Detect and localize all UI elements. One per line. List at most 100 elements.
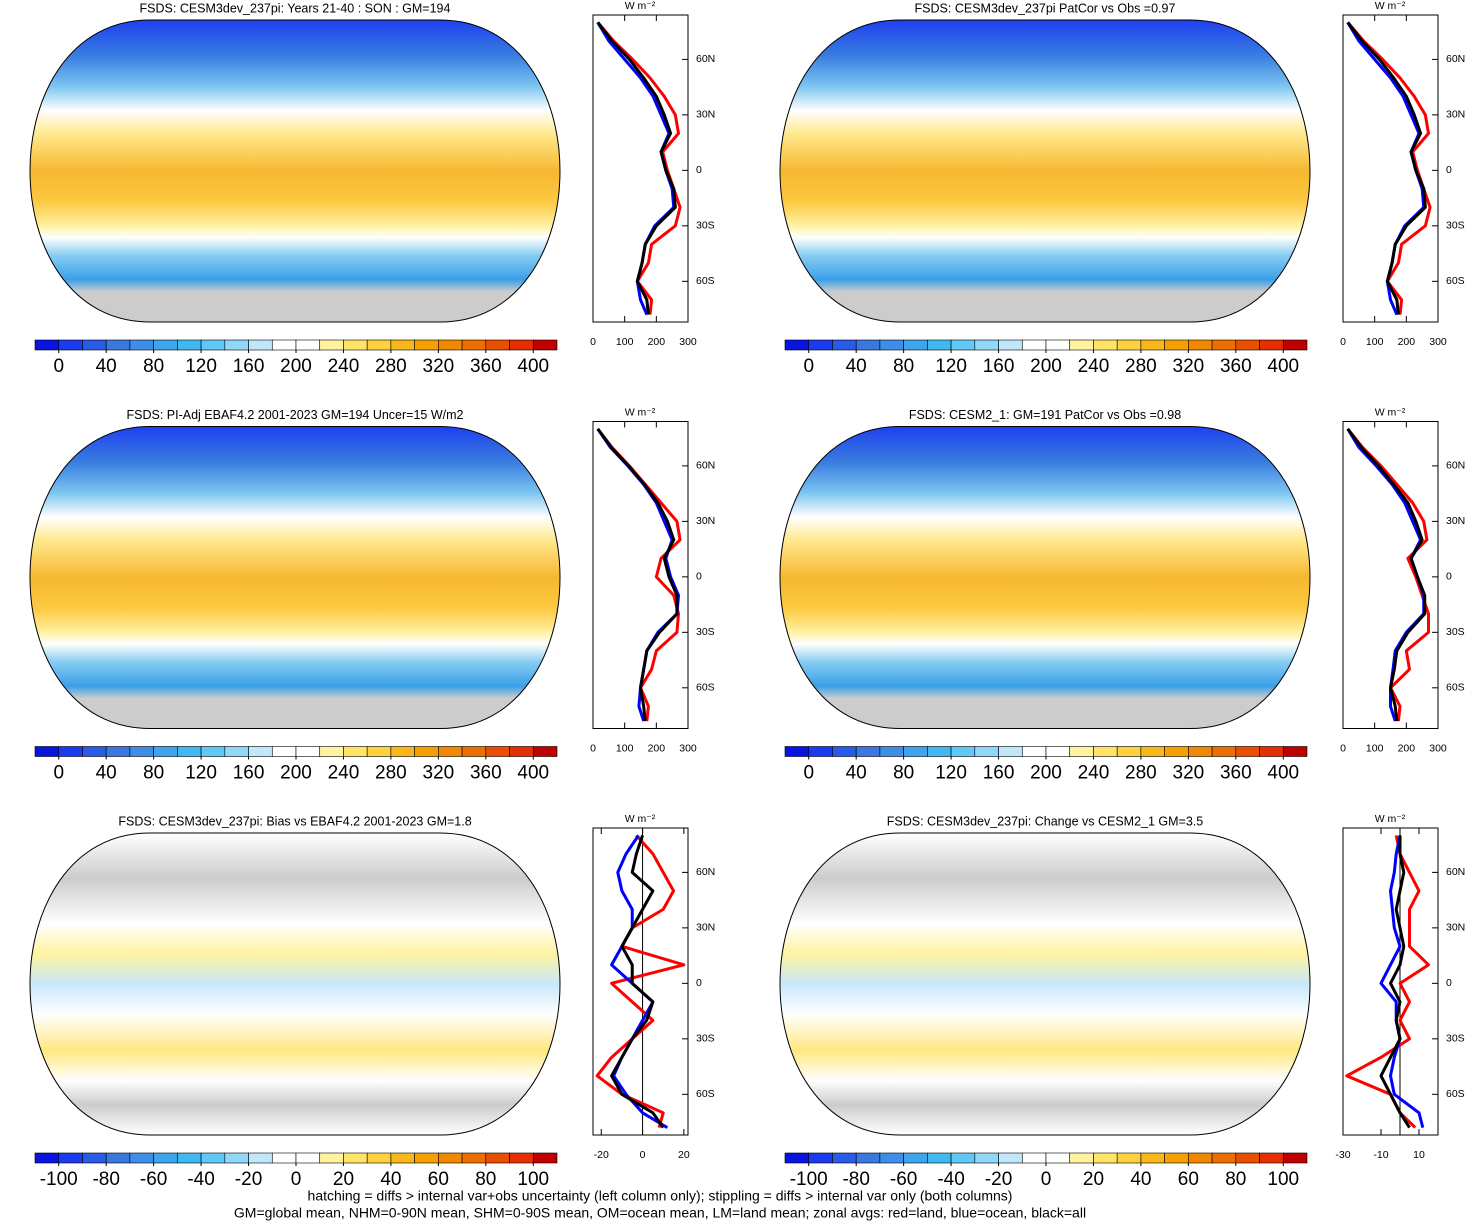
y-tick-label: 60N — [696, 53, 715, 65]
colorbar-label: 40 — [96, 356, 117, 377]
colorbar-label: -100 — [790, 1169, 828, 1190]
colorbar-label: 80 — [143, 763, 164, 784]
colorbar-label: 240 — [1078, 356, 1110, 377]
x-tick-label: 200 — [1398, 742, 1416, 754]
colorbar-label: 360 — [1220, 356, 1252, 377]
y-tick-label: 60N — [1446, 53, 1465, 65]
y-tick-label: 60S — [696, 275, 715, 287]
colorbar-segment — [319, 746, 344, 757]
colorbar-segment — [366, 339, 392, 351]
colorbar-segment — [808, 339, 833, 351]
colorbar-segment — [82, 746, 107, 757]
colorbar-segment — [461, 339, 487, 351]
colorbar-segment — [343, 339, 368, 351]
colorbar-segment — [855, 1152, 881, 1164]
colorbar-segment — [1164, 1152, 1189, 1164]
colorbar-segment — [82, 1152, 107, 1164]
colorbar-segment — [461, 1152, 487, 1164]
colorbar-segment — [903, 746, 928, 757]
map-title: FSDS: PI-Adj EBAF4.2 2001-2023 GM=194 Un… — [127, 408, 464, 422]
colorbar-label: 200 — [280, 356, 312, 377]
colorbar-segment — [129, 746, 154, 757]
colorbar-segment — [248, 1152, 273, 1164]
colorbar-label: 160 — [983, 356, 1015, 377]
colorbar-label: -40 — [937, 1169, 964, 1190]
colorbar-segment — [1259, 746, 1284, 757]
colorbar-label: 60 — [1178, 1169, 1199, 1190]
colorbar-segment — [998, 339, 1023, 351]
colorbar-segment — [58, 1152, 83, 1164]
profile-line — [595, 834, 686, 1129]
map-title: FSDS: CESM2_1: GM=191 PatCor vs Obs =0.9… — [909, 408, 1181, 422]
colorbar-segment — [1282, 746, 1308, 757]
profile-frame — [1342, 827, 1439, 1136]
colorbar-segment — [1069, 746, 1094, 757]
map — [779, 426, 1311, 729]
colorbar-segment — [1188, 1152, 1213, 1164]
y-tick-label: 60N — [1446, 866, 1465, 878]
colorbar-label: 40 — [846, 763, 867, 784]
colorbar-label: 0 — [53, 763, 64, 784]
profile-units: W m⁻² — [625, 813, 656, 825]
colorbar-segment — [1164, 746, 1189, 757]
colorbar-segment — [485, 1152, 510, 1164]
colorbar-segment — [532, 339, 558, 351]
colorbar-segment — [105, 1152, 131, 1164]
y-tick-label: 60S — [1446, 275, 1465, 287]
colorbar-label: 200 — [1030, 356, 1062, 377]
colorbar-label: 400 — [1267, 356, 1299, 377]
y-tick-label: 60S — [696, 1088, 715, 1100]
colorbar-segment — [879, 1152, 904, 1164]
colorbar-segment — [509, 339, 534, 351]
colorbar-segment — [1093, 1152, 1118, 1164]
colorbar-segment — [879, 339, 904, 351]
colorbar-segment — [532, 746, 558, 757]
x-tick-label: 200 — [1398, 336, 1416, 348]
colorbar-segment — [366, 746, 392, 757]
colorbar-segment — [927, 1152, 952, 1164]
colorbar-segment — [177, 746, 202, 757]
profile-line — [1346, 427, 1430, 722]
colorbar-segment — [58, 746, 83, 757]
colorbar-segment — [224, 746, 249, 757]
colorbar-segment — [271, 339, 297, 351]
y-tick-label: 0 — [696, 164, 702, 176]
colorbar-label: 0 — [291, 1169, 302, 1190]
colorbar-label: -60 — [890, 1169, 917, 1190]
y-tick-label: 30N — [1446, 922, 1465, 934]
profile-units: W m⁻² — [625, 406, 656, 418]
colorbar-segment — [1211, 746, 1237, 757]
profile-frame — [592, 421, 689, 729]
colorbar-label: 40 — [846, 356, 867, 377]
colorbar-segment — [927, 746, 952, 757]
colorbar-label: -20 — [235, 1169, 262, 1190]
colorbar-label: 60 — [428, 1169, 449, 1190]
colorbar-segment — [1116, 1152, 1142, 1164]
colorbar-segment — [855, 339, 881, 351]
colorbar-segment — [974, 746, 999, 757]
colorbar-label: 80 — [475, 1169, 496, 1190]
colorbar-segment — [224, 339, 249, 351]
colorbar-label: 200 — [1030, 763, 1062, 784]
colorbar-segment — [784, 339, 810, 351]
colorbar-segment — [390, 746, 415, 757]
colorbar-label: 20 — [1083, 1169, 1104, 1190]
colorbar-segment — [34, 746, 60, 757]
colorbar-segment — [390, 1152, 415, 1164]
x-tick-label: 200 — [648, 742, 666, 754]
colorbar-segment — [200, 1152, 226, 1164]
colorbar-label: 80 — [893, 763, 914, 784]
colorbar-segment — [34, 339, 60, 351]
colorbar-segment — [1211, 339, 1237, 351]
colorbar-label: 240 — [328, 763, 360, 784]
colorbar-label: 360 — [1220, 763, 1252, 784]
x-tick-label: 0 — [640, 1149, 646, 1161]
profile-line — [1346, 428, 1427, 722]
colorbar-label: -60 — [140, 1169, 167, 1190]
colorbar-label: -80 — [842, 1169, 869, 1190]
colorbar-label: 400 — [1267, 763, 1299, 784]
colorbar-label: -100 — [40, 1169, 78, 1190]
colorbar-segment — [248, 746, 273, 757]
colorbar-segment — [58, 339, 83, 351]
